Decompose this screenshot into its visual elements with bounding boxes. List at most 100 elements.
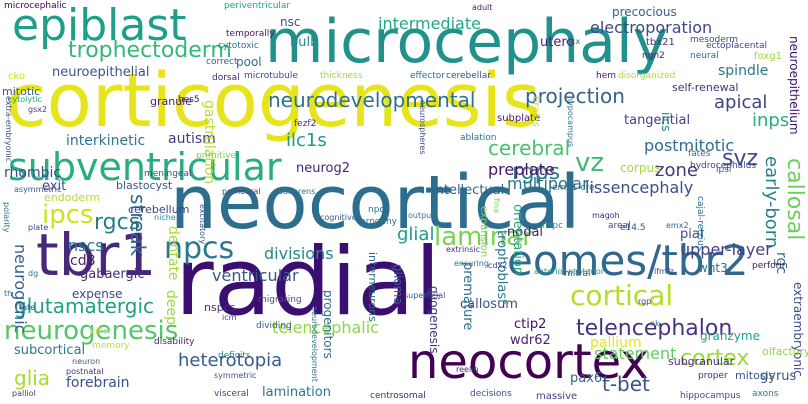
word-neocortical: neocortical [170,160,581,246]
word-cortical: cortical [570,279,674,312]
word-neurodevelopment: neurodevelopment [310,306,319,382]
word-orientation: orientation [510,204,525,276]
word-late: late [20,303,36,312]
word-autism: autism [168,131,216,147]
word-excitatory: excitatory [198,204,207,245]
word-subgranular: subgranular [668,355,735,368]
word-laminar: laminar [434,222,533,252]
word-thickness: thickness [320,71,363,81]
word-hes5: hes5 [178,95,200,105]
word-ngn2: ngn2 [642,51,665,61]
word-bulb: bulb [290,35,319,50]
word-cerebellar: cerebellar [446,71,491,81]
word-dorsal: dorsal [212,73,240,83]
word-divisions: divisions [264,244,334,263]
word-gabaergic: gabaergic [80,267,145,282]
word-niche: niche [154,213,176,222]
word-progenitors: progenitors [321,290,335,359]
word-vz: vz [575,148,605,178]
word-extra-embryonic: extra-embryonic [4,96,13,163]
word-telencephalon: telencephalon [576,316,733,341]
word-nspc: nspc [542,221,564,231]
word-polarity: polarity [2,202,11,233]
word-rhombic: rhombic [4,165,62,181]
word-granule: granule [150,95,193,108]
word-spindle: spindle [718,63,769,79]
word-postnatal: postnatal [66,367,104,376]
word-reelin: reelin [456,365,479,374]
word-anterior-posterior: anterior-posterior [534,267,604,276]
word-glutamatergic: glutamatergic [14,294,155,318]
word-gastrulation: gastrulation [201,100,217,185]
word-corpus: corpus [620,161,661,175]
word-axons: axons [752,389,779,399]
word-callosal: callosal [782,158,807,241]
word-pool: pool [236,55,262,69]
word-extraembryonic: extraembryonic [791,282,805,377]
word-nsc: nsc [280,15,301,29]
word-emx1-cre: emx1-cre [552,183,595,193]
word-th: th [4,289,13,298]
word-primitive: primitive [196,151,237,161]
word-temporally: temporally [226,29,275,39]
word-corticogenesis: corticogenesis [6,58,541,144]
word-neural: neural [690,51,719,61]
word-superficial: superficial [404,291,446,300]
word-pallium: pallium [590,335,642,351]
word-gsx2: gsx2 [28,105,48,114]
word-premature: premature [460,262,475,331]
word-cytolytic: cytolytic [8,95,42,104]
word-gyrus: gyrus [760,369,797,384]
word-early-born: early-born [761,156,782,249]
word-trophectoderm: trophectoderm [68,38,232,63]
word-olfactory: olfactory [762,345,808,358]
word-proper: proper [698,371,728,381]
word-svz: svz [722,146,759,171]
word-intellectual: intellectual [432,183,505,198]
word-neuroepithelium: neuroepithelium [787,36,801,135]
word-periventricular: periventricular [224,1,291,11]
word-ipcs: ipcs [42,200,94,230]
word-cortex: cortex [680,346,750,371]
word-electroporation: electroporation [590,18,713,37]
word-meningeal: meningeal [144,169,192,179]
word-neurogenic: neurogenic [11,244,30,334]
word-cajal-retzius: cajal-retzius [695,196,705,251]
word-adult: adult [472,3,493,12]
word-neuron: neuron [72,357,101,366]
word-adherens: adherens [278,187,316,196]
word-self-renewal: self-renewal [672,81,739,94]
word-nk: nk [650,319,660,328]
word-mitosis: mitosis [735,369,775,382]
word-mitral: mitral [564,269,591,279]
word-multipolar: multipolar [507,174,589,193]
word-rgp: rgp [638,297,652,306]
word-brains: brains [530,96,541,127]
word-npc: npc [368,205,385,215]
word-precocious: precocious [612,5,677,19]
word-cerebral: cerebral [488,136,571,160]
word-glia: glia [14,366,51,390]
word-rgps: rgps [512,160,561,185]
word-neurogenesis: neurogenesis [4,316,179,346]
word-visceral: visceral [214,389,249,399]
word-cd8: cd8 [70,253,96,269]
word-wdr62: wdr62 [510,333,551,348]
word-preplate: preplate [488,160,555,179]
word-foxg1: foxg1 [754,51,782,62]
word-t-bet: t-bet [602,372,650,396]
word-heterotopia: heterotopia [178,350,283,371]
word-mesoderm: mesoderm [690,35,739,45]
word-zone: zone [655,160,698,181]
word-eomes-tbr2: eomes/tbr2 [507,236,749,285]
word-statement: statement [594,344,677,363]
word-deep: deep [163,290,179,325]
word-tbx21: tbx21 [646,37,675,48]
word-granzyme: granzyme [700,329,760,343]
word-telencephalic: telencephalic [272,318,379,337]
word-ventricular: ventricular [212,266,299,285]
word-hippocampus: hippocampus [680,391,741,401]
word-ilcs: ilcs [659,112,673,132]
word-lissencephaly: lissencephaly [585,178,694,197]
